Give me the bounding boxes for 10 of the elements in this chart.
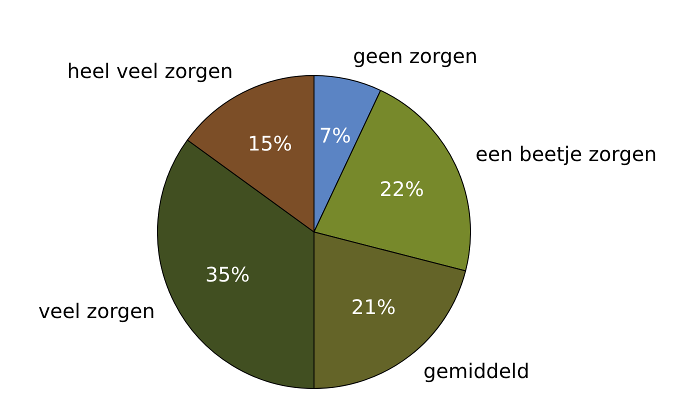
slice-label: heel veel zorgen [67, 59, 233, 84]
data-label: 35% [205, 262, 250, 286]
slice-label: geen zorgen [352, 44, 478, 68]
slice-label: een beetje zorgen [476, 142, 657, 166]
data-label: 15% [248, 132, 292, 156]
slice-label: veel zorgen [38, 299, 155, 324]
data-label: 22% [380, 176, 424, 201]
data-label: 7% [319, 124, 352, 148]
data-label: 21% [351, 294, 396, 319]
slice-label: gemiddeld [423, 359, 530, 384]
